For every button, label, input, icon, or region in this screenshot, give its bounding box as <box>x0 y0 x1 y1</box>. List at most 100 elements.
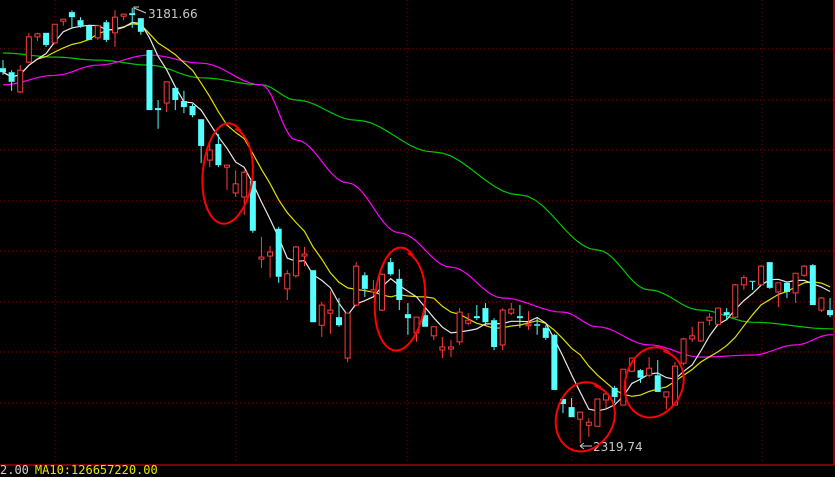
candle-body <box>740 277 747 286</box>
candle-up <box>439 336 446 359</box>
candle-body <box>758 265 765 286</box>
candle-down <box>215 133 222 168</box>
ma20-line <box>2 54 834 358</box>
candle-body <box>715 307 722 325</box>
candle-up <box>17 65 24 93</box>
candle-body <box>68 12 75 18</box>
candle-body <box>430 326 437 337</box>
high-price-label: 3181.66 <box>148 7 198 21</box>
candle-up <box>715 307 722 326</box>
candle-body <box>223 164 230 168</box>
candle-up <box>25 32 32 64</box>
candle-down <box>783 281 790 298</box>
candle-body <box>249 180 256 231</box>
candle-up <box>758 265 765 286</box>
candle-down <box>387 258 394 276</box>
candle-body <box>499 309 506 346</box>
candle-body <box>94 25 101 39</box>
candle-up <box>60 18 67 26</box>
candle-body <box>577 411 584 420</box>
candle-body <box>456 311 463 343</box>
candle-up <box>465 313 472 326</box>
candle-body <box>60 18 67 22</box>
candle-body <box>172 87 179 100</box>
candle-body <box>120 13 127 17</box>
candle-body <box>396 278 403 300</box>
indicator-readout: 2.00 MA10:126657220.00 <box>0 464 158 476</box>
candle-down <box>766 262 773 289</box>
candle-down <box>335 297 342 327</box>
candle-body <box>491 320 498 347</box>
low-price-label: 2319.74 <box>593 440 643 454</box>
candle-body <box>680 338 687 364</box>
candle-body <box>706 316 713 321</box>
ma5-line <box>2 21 831 412</box>
candle-body <box>559 398 566 405</box>
high-arrow-icon <box>133 6 147 14</box>
candle-down <box>637 369 644 383</box>
candle-up <box>585 418 592 437</box>
candle-up <box>628 357 635 373</box>
candle-down <box>809 264 816 306</box>
candle-up <box>232 170 239 197</box>
candle-body <box>568 407 575 418</box>
candle-body <box>34 33 41 38</box>
candle-body <box>155 108 162 111</box>
candle-down <box>172 87 179 111</box>
candle-up <box>456 308 463 345</box>
candle-body <box>508 308 515 314</box>
candle-up <box>301 246 308 267</box>
candle-body <box>292 246 299 277</box>
low-arrow-icon <box>579 442 592 450</box>
candle-up <box>499 308 506 350</box>
candle-up <box>353 262 360 307</box>
candle-body <box>801 265 808 276</box>
candle-body <box>0 68 6 73</box>
candle-down <box>654 360 661 392</box>
candle-up <box>447 339 454 358</box>
candle-up <box>680 337 687 366</box>
candle-body <box>111 16 118 34</box>
candle-body <box>77 20 84 26</box>
candle-body <box>827 310 834 316</box>
candle-body <box>465 319 472 324</box>
candle-body <box>353 265 360 306</box>
candle-down <box>534 318 541 335</box>
candle-body <box>792 272 799 294</box>
candle-body <box>766 262 773 288</box>
candle-body <box>637 370 644 378</box>
hand-drawn-circle <box>623 346 685 419</box>
candle-body <box>198 119 205 146</box>
candle-up <box>663 391 670 410</box>
candle-down <box>482 303 489 326</box>
candle-up <box>801 265 808 277</box>
candle-up <box>344 312 351 363</box>
candle-up <box>34 32 41 41</box>
candle-up <box>525 311 532 330</box>
candle-body <box>327 309 334 314</box>
candle-up <box>732 283 739 319</box>
candle-body <box>542 327 549 338</box>
grid <box>0 0 834 465</box>
candle-up <box>430 326 437 340</box>
candle-down <box>404 303 411 335</box>
candle-body <box>301 253 308 257</box>
candle-down <box>86 24 93 40</box>
candle-body <box>379 273 386 311</box>
candle-body <box>671 365 678 406</box>
candle-body <box>387 262 394 275</box>
candle-up <box>267 245 274 278</box>
candle-body <box>585 421 592 426</box>
candle-body <box>818 297 825 311</box>
candle-body <box>620 368 627 406</box>
candle-up <box>120 13 127 21</box>
candles <box>0 7 834 444</box>
candle-body <box>51 23 58 44</box>
candle-body <box>163 81 170 104</box>
candle-down <box>198 119 205 164</box>
candle-body <box>258 256 265 260</box>
candle-down <box>568 397 575 418</box>
candle-body <box>404 314 411 319</box>
candle-up <box>94 24 101 40</box>
candle-down <box>361 272 368 297</box>
